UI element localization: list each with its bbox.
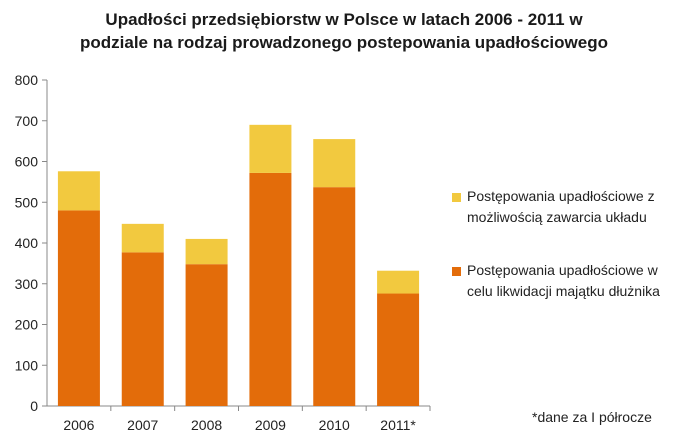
x-tick-label-2011: 2011* <box>380 417 416 433</box>
chart-title: Upadłości przedsiębiorstw w Polsce w lat… <box>0 8 688 54</box>
y-tick-label-400: 400 <box>15 235 39 251</box>
legend-swatch-uklad <box>452 193 461 202</box>
x-tick-label-2006: 2006 <box>63 417 94 433</box>
x-tick-label-2008: 2008 <box>191 417 222 433</box>
y-tick-label-800: 800 <box>15 72 39 88</box>
legend-swatch-likwidacja <box>452 267 461 276</box>
bar-2008-series-1 <box>185 238 228 265</box>
legend-label-uklad: Postępowania upadłościowe z możliwością … <box>467 188 655 225</box>
bar-2011-series-1 <box>377 270 420 294</box>
bar-2010-series-0 <box>313 187 356 406</box>
y-tick-label-500: 500 <box>15 194 39 210</box>
x-tick-label-2010: 2010 <box>319 417 350 433</box>
y-tick-label-200: 200 <box>15 317 39 333</box>
bar-2009-series-0 <box>249 172 292 406</box>
chart-title-line-2: podziale na rodzaj prowadzonego postepow… <box>80 33 608 52</box>
bar-2007-series-0 <box>121 252 164 406</box>
footnote: *dane za I półrocze <box>532 409 652 425</box>
y-tick-label-100: 100 <box>15 357 39 373</box>
bar-2006-series-0 <box>57 210 100 406</box>
bar-2007-series-1 <box>121 223 164 253</box>
x-tick-label-2009: 2009 <box>255 417 286 433</box>
y-tick-label-700: 700 <box>15 113 39 129</box>
y-tick-label-300: 300 <box>15 276 39 292</box>
bar-2011-series-0 <box>377 293 420 406</box>
legend-label-likwidacja: Postępowania upadłościowe w celu likwida… <box>467 262 660 299</box>
y-tick-label-600: 600 <box>15 154 39 170</box>
y-tick-label-0: 0 <box>30 398 38 414</box>
bar-2010-series-1 <box>313 139 356 188</box>
bar-2006-series-1 <box>57 171 100 211</box>
bar-2008-series-0 <box>185 264 228 406</box>
x-tick-label-2007: 2007 <box>127 417 158 433</box>
bar-2009-series-1 <box>249 124 292 173</box>
chart-title-line-1: Upadłości przedsiębiorstw w Polsce w lat… <box>105 10 583 29</box>
